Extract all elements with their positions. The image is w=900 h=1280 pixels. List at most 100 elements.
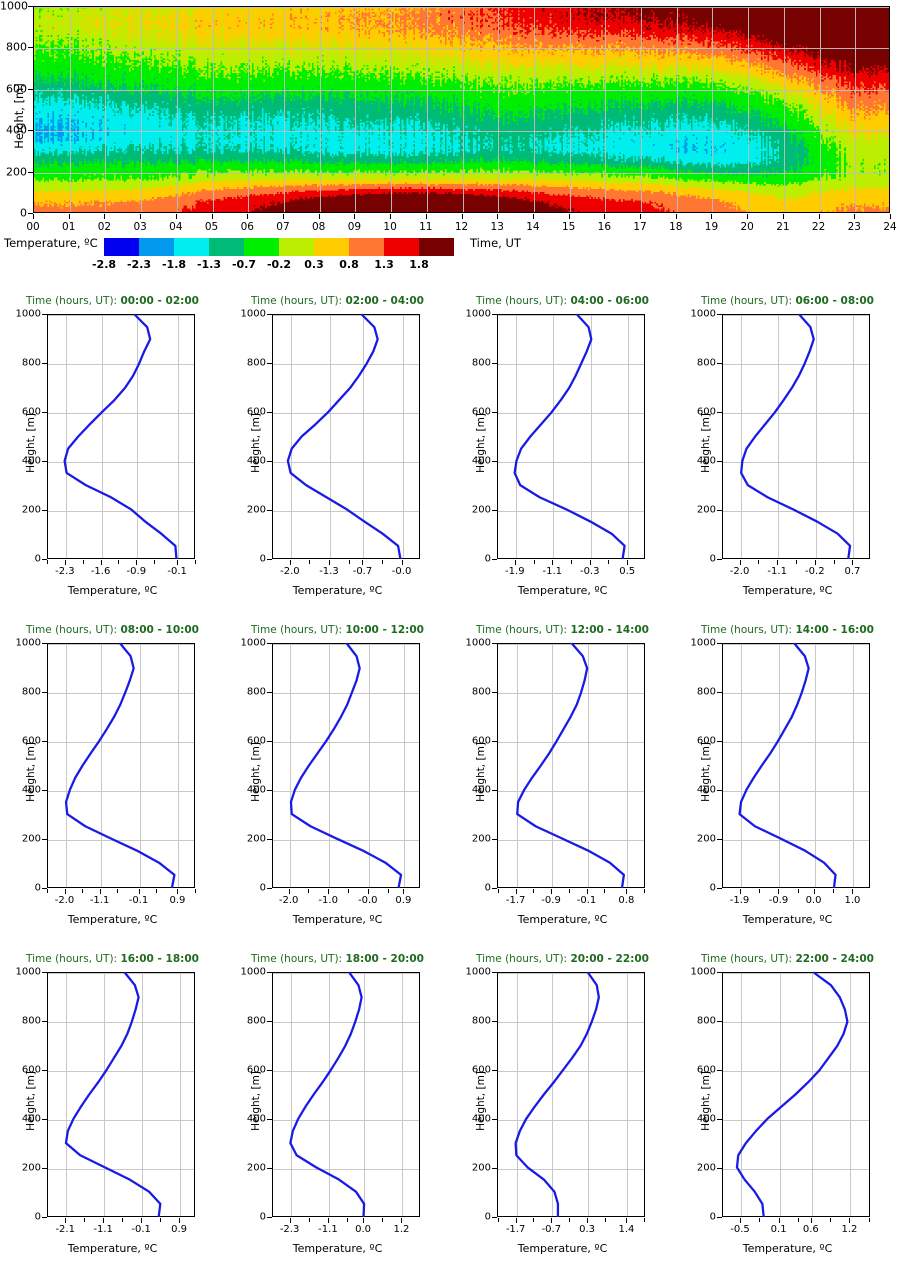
profile-x-minor-tick-mark [797,889,799,893]
profile-y-tick-label: 200 [471,1162,491,1174]
heatmap-gridline-v [498,7,500,212]
profile-x-tick-label: 1.2 [393,1224,410,1235]
profile-x-tick-label: -1.9 [505,566,525,577]
profile-x-minor-tick-mark [533,1218,535,1222]
profile-y-tick-label: 600 [246,406,266,418]
profile-y-tick-mark [492,692,497,693]
profile-gridline-h [273,1071,419,1072]
profile-x-tick-label: 0.0 [355,1224,372,1235]
profile-y-tick-label: 400 [21,1113,41,1125]
heatmap-x-tick-mark [461,214,463,219]
heatmap-gridline-v [69,7,71,212]
profile-y-axis-label: Height, [m] [699,413,712,473]
profile-gridline-h [723,1120,869,1121]
profile-y-tick-label: 400 [246,1113,266,1125]
profile-gridline-v [363,315,365,558]
heatmap-gridline-v [141,7,143,212]
heatmap-plot-area [33,6,890,213]
heatmap-x-tick-label: 22 [811,221,826,233]
heatmap-x-tick-label: 13 [490,221,504,233]
profile-x-tick-mark [367,889,369,894]
profile-y-tick-mark [492,412,497,413]
profile-temperature-line [514,971,600,1218]
profile-panel-title: Time (hours, UT): 16:00 - 18:00 [0,953,225,965]
profile-gridline-h [48,791,194,792]
profile-x-tick-label: -2.0 [280,566,300,577]
colorbar-tick-label: 1.3 [374,258,394,271]
profile-y-axis-label: Height, [m] [699,742,712,802]
profile-gridline-v [104,973,106,1216]
profile-x-tick-label: -1.1 [767,566,787,577]
colorbar-tick-label: -1.3 [196,258,222,271]
profile-x-tick-label: 0.8 [618,895,635,906]
profile-x-minor-tick-mark [118,560,120,564]
profile-panel: Time (hours, UT): 08:00 - 10:00 0 200 400 60… [0,621,225,950]
profile-y-tick-mark [717,412,722,413]
profile-gridline-v [815,315,817,558]
profile-x-minor-tick-mark [82,889,84,893]
profile-x-minor-tick-mark [308,889,310,893]
heatmap-x-tick-label: 09 [347,221,362,233]
profile-x-tick-label: -1.6 [90,566,111,577]
profile-gridline-h [273,1120,419,1121]
heatmap-gridline-v [605,7,607,212]
profile-x-minor-tick-mark [644,1218,646,1222]
heatmap-y-tick-mark [28,88,33,90]
profile-x-axis-label: Temperature, ºC [67,1242,158,1255]
profile-y-tick-label: 0 [709,882,716,894]
profile-x-tick-label: -2.0 [729,566,750,577]
profile-x-minor-tick-mark [644,889,646,893]
profile-y-tick-label: 800 [696,686,716,698]
profile-x-tick-mark [626,1218,628,1223]
profile-x-tick-mark [739,560,741,565]
heatmap-x-tick-label: 24 [883,221,897,233]
profile-gridline-h [498,693,644,694]
profile-gridline-v [552,644,554,887]
profile-y-tick-mark [42,314,47,315]
profile-gridline-h [723,1169,869,1170]
profile-plot-area [497,313,645,560]
profile-plot-area [497,971,645,1218]
profile-gridline-h [723,973,869,974]
profile-y-tick-label: 0 [259,1211,266,1223]
profile-x-axis-label: Temperature, ºC [742,913,833,926]
colorbar-tick-label: -2.3 [126,258,152,271]
profile-x-tick-mark [739,889,741,894]
heatmap-x-tick-mark [747,214,749,219]
profile-gridline-h [498,462,644,463]
profile-x-tick-label: 0.9 [169,895,186,906]
profile-x-minor-tick-mark [47,560,48,564]
profile-gridline-v [139,644,141,887]
heatmap-y-tick-mark [28,171,33,173]
profile-x-minor-tick-mark [117,889,119,893]
heatmap-x-tick-mark [354,214,356,219]
profile-x-tick-label: -0.1 [576,895,597,906]
profile-y-tick-label: 200 [246,1162,266,1174]
profile-y-tick-mark [267,790,272,791]
profile-x-tick-mark [587,1218,589,1223]
heatmap-x-tick-mark [175,214,177,219]
profile-x-tick-label: -1.1 [318,1224,338,1235]
profile-plot-area [47,971,195,1218]
profile-y-tick-mark [492,1217,497,1218]
profile-y-tick-mark [717,888,722,889]
profile-gridline-v [65,644,67,887]
profile-y-axis-label: Height, [m] [24,742,37,802]
heatmap-x-tick-label: 21 [776,221,790,233]
profile-title-prefix: Time (hours, UT): [476,953,571,965]
heatmap-x-tick-mark [33,214,34,219]
profile-gridline-h [273,791,419,792]
profile-gridline-v [741,973,743,1216]
profile-y-tick-label: 600 [696,735,716,747]
profile-y-tick-mark [492,314,497,315]
profile-x-minor-tick-mark [533,889,535,893]
profile-gridline-h [723,840,869,841]
profile-y-axis-label: Height, [m] [699,1071,712,1131]
profile-plot-area [272,642,420,889]
heatmap-x-tick-mark [890,214,891,219]
profile-gridline-h [48,1022,194,1023]
profile-temperature-line [289,642,403,889]
profile-x-tick-mark [177,560,179,565]
profile-x-tick-mark [626,889,628,894]
profile-y-tick-mark [42,972,47,973]
